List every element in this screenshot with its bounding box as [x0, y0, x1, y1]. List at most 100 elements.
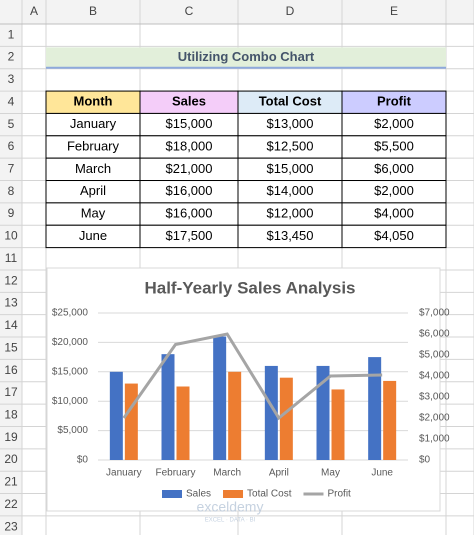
y2-tick-label: $3,000 — [419, 392, 450, 403]
cell-text: $21,000 — [166, 161, 213, 176]
y-tick-label: $5,000 — [57, 425, 88, 436]
bar — [264, 365, 278, 460]
row-header[interactable]: 11 — [5, 251, 18, 265]
cell-text: February — [67, 138, 120, 153]
y2-tick-label: $7,000 — [419, 308, 450, 319]
row-header[interactable]: 15 — [4, 340, 18, 354]
watermark-tagline: EXCEL · DATA · BI — [205, 518, 256, 524]
bar — [124, 383, 138, 460]
row-header[interactable]: 4 — [8, 94, 15, 108]
cell-text: $15,000 — [166, 116, 213, 131]
y2-tick-label: $0 — [419, 455, 431, 466]
cell-text: $2,000 — [374, 183, 414, 198]
x-tick-label: February — [155, 468, 195, 479]
cell-text: $16,000 — [166, 205, 213, 220]
row-header[interactable]: 13 — [4, 296, 18, 310]
row-header[interactable]: 1 — [8, 27, 15, 41]
column-header[interactable]: D — [286, 4, 295, 18]
title: Utilizing Combo Chart — [178, 49, 315, 64]
cell-text: March — [75, 161, 111, 176]
row-header[interactable]: 23 — [4, 519, 18, 533]
cell-text: $17,500 — [166, 228, 213, 243]
bar — [213, 336, 227, 460]
cell-text: January — [70, 116, 117, 131]
cell-text: $2,000 — [374, 116, 414, 131]
row-header[interactable]: 22 — [4, 497, 18, 511]
cell-text: June — [79, 228, 107, 243]
row-header[interactable]: 10 — [4, 229, 18, 243]
row-header[interactable]: 12 — [4, 273, 18, 287]
cell-text: $6,000 — [374, 161, 414, 176]
column-header[interactable]: B — [89, 4, 97, 18]
cell-text: May — [81, 205, 106, 220]
row-header[interactable]: 21 — [4, 475, 18, 489]
y-tick-label: $25,000 — [52, 308, 89, 319]
line — [122, 332, 383, 421]
row-header[interactable]: 3 — [8, 72, 15, 86]
x-tick-label: March — [213, 468, 241, 479]
header-text: Profit — [377, 94, 412, 109]
legend-label: Profit — [327, 489, 351, 500]
column-header[interactable]: A — [30, 4, 38, 18]
table-cell — [341, 224, 447, 249]
y-tick-label: $10,000 — [52, 396, 89, 407]
bar — [316, 365, 330, 460]
cell-text: $4,050 — [374, 228, 414, 243]
chart-title: Half-Yearly Sales Analysis — [144, 278, 355, 297]
cell-text: $16,000 — [166, 183, 213, 198]
row-header[interactable]: 7 — [8, 162, 15, 176]
row-header[interactable]: 8 — [8, 184, 15, 198]
row-header[interactable]: 9 — [8, 206, 15, 220]
y-tick-label: $0 — [77, 455, 89, 466]
cell-text: $4,000 — [374, 205, 414, 220]
cell-text: $15,000 — [267, 161, 314, 176]
cell-text: $12,500 — [267, 138, 314, 153]
bar — [279, 377, 293, 460]
y-tick-label: $15,000 — [52, 366, 89, 377]
bar — [228, 371, 242, 460]
y2-tick-label: $6,000 — [419, 329, 450, 340]
legend-swatch — [223, 490, 244, 498]
row-header[interactable]: 17 — [4, 385, 18, 399]
row-header[interactable]: 14 — [4, 318, 18, 332]
watermark: exceldemy — [197, 499, 264, 515]
cell-text: $5,500 — [374, 138, 414, 153]
bar — [383, 380, 397, 460]
column-header[interactable]: E — [390, 4, 398, 18]
column-header-bar — [0, 0, 474, 24]
header-text: Sales — [172, 94, 206, 109]
header-text: Month — [74, 94, 113, 109]
row-header[interactable]: 20 — [4, 452, 18, 466]
cell-text: $18,000 — [166, 138, 213, 153]
row-header[interactable]: 6 — [8, 139, 15, 153]
y2-tick-label: $5,000 — [419, 350, 450, 361]
y-tick-label: $20,000 — [52, 337, 89, 348]
cell-text: $14,000 — [267, 183, 314, 198]
row-header-bar — [0, 0, 22, 535]
x-tick-label: May — [321, 468, 340, 479]
row-header[interactable]: 18 — [4, 407, 18, 421]
bar — [331, 389, 345, 460]
header-text: Total Cost — [259, 94, 322, 109]
row-header[interactable]: 5 — [8, 117, 15, 131]
y2-tick-label: $4,000 — [419, 371, 450, 382]
row-header[interactable]: 2 — [8, 50, 15, 64]
legend-label: Total Cost — [247, 489, 292, 500]
y2-tick-label: $1,000 — [419, 434, 450, 445]
column-header[interactable]: C — [185, 4, 194, 18]
bar — [161, 354, 175, 460]
row-header[interactable]: 16 — [4, 363, 18, 377]
bar — [368, 357, 382, 460]
cell-text: $13,000 — [267, 116, 314, 131]
cell-text: $12,000 — [267, 205, 314, 220]
title-cell — [46, 47, 446, 68]
y2-tick-label: $2,000 — [419, 413, 450, 424]
x-tick-label: January — [106, 468, 142, 479]
cell-text: April — [80, 183, 106, 198]
bar — [176, 386, 190, 460]
row-header[interactable]: 19 — [4, 430, 18, 444]
x-tick-label: April — [269, 468, 289, 479]
x-tick-label: June — [371, 468, 393, 479]
